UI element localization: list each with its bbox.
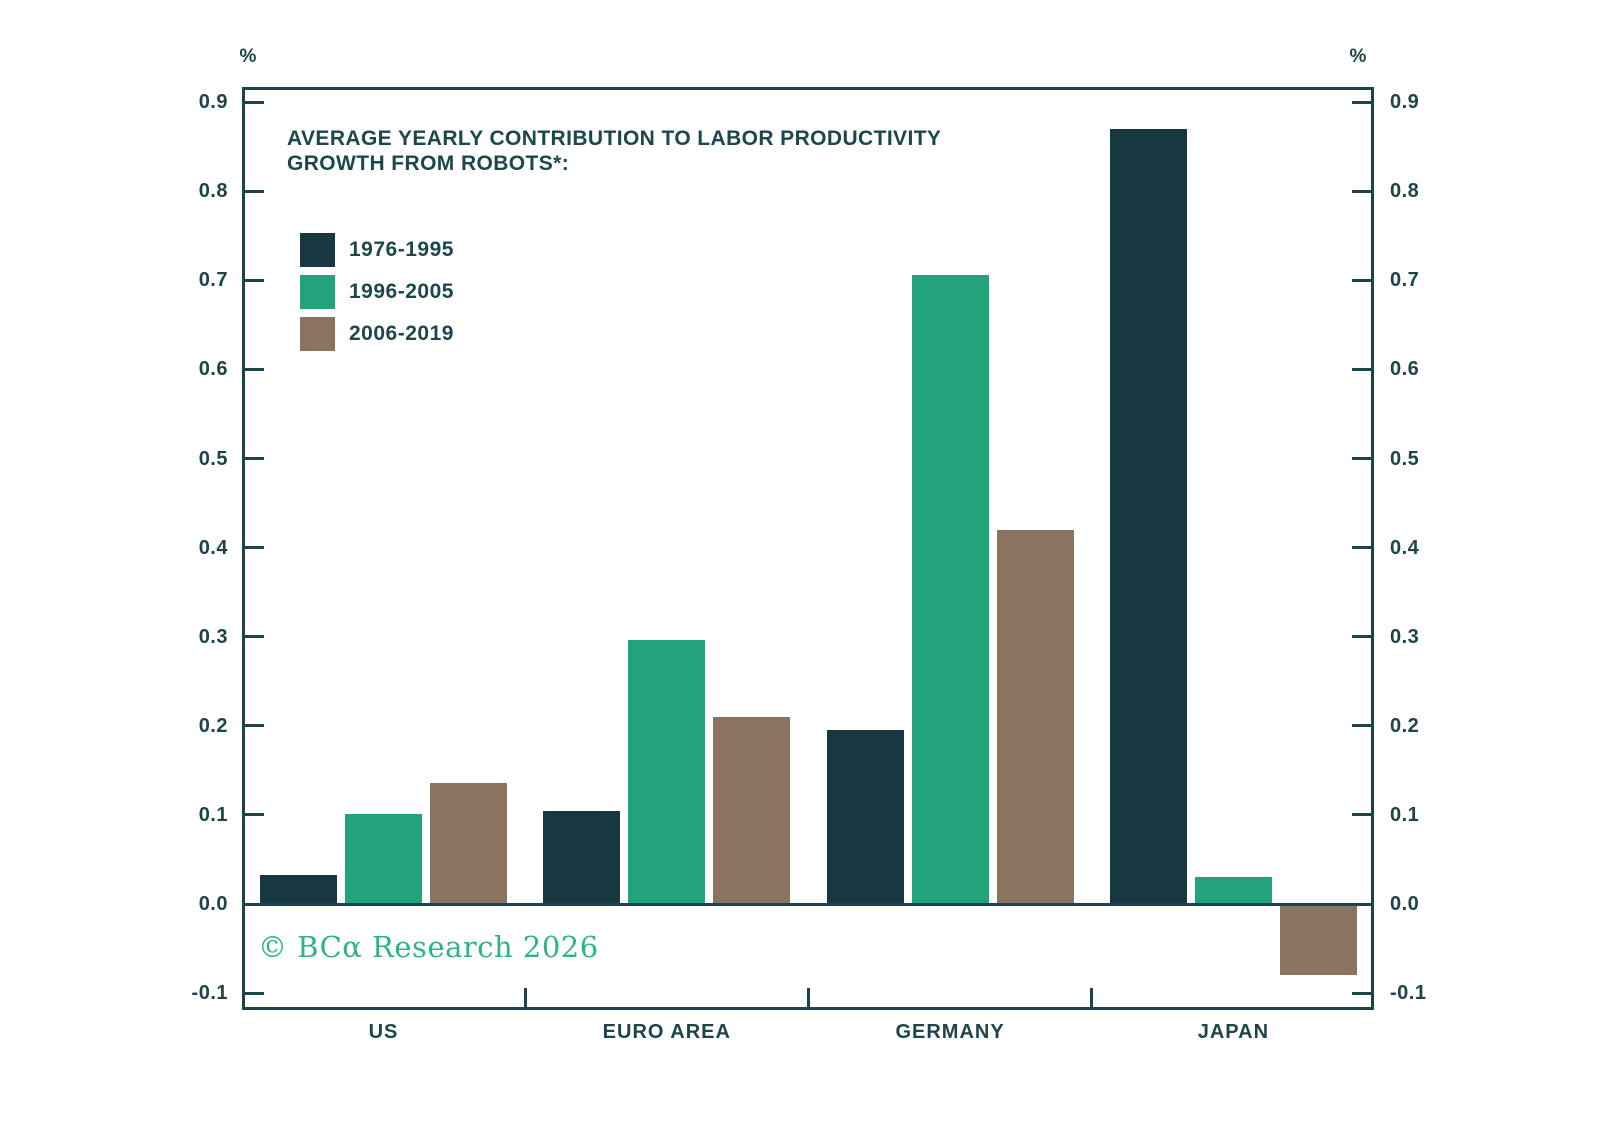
y-axis-tick-right bbox=[1352, 813, 1374, 817]
y-axis-tick-left bbox=[242, 189, 264, 193]
bar-euro-area-2006-2019 bbox=[713, 716, 791, 904]
legend-item: 1976-1995 bbox=[300, 233, 454, 267]
y-axis-label-right: 0.6 bbox=[1390, 358, 1420, 381]
y-axis-label-right: 0.2 bbox=[1390, 714, 1420, 737]
category-label-germany: GERMANY bbox=[895, 1021, 1005, 1043]
bar-japan-1996-2005 bbox=[1194, 877, 1272, 904]
bar-germany-2006-2019 bbox=[996, 529, 1074, 904]
y-axis-label-right: 0.9 bbox=[1390, 91, 1420, 114]
bar-us-2006-2019 bbox=[430, 782, 507, 904]
y-axis-tick-left bbox=[242, 546, 264, 550]
bar-japan-2006-2019 bbox=[1279, 904, 1357, 976]
y-axis-label-left: 0.1 bbox=[198, 803, 228, 826]
left-axis-unit-label: % bbox=[239, 46, 257, 67]
bar-japan-1976-1995 bbox=[1109, 128, 1187, 904]
y-axis-tick-right bbox=[1352, 278, 1374, 282]
y-axis-label-left: 0.8 bbox=[198, 180, 228, 203]
y-axis-label-right: 0.8 bbox=[1390, 180, 1420, 203]
y-axis-tick-right bbox=[1352, 635, 1374, 639]
x-axis-separator-tick bbox=[1090, 988, 1094, 1010]
y-axis-label-right: 0.3 bbox=[1390, 625, 1420, 648]
y-axis-label-left: 0.2 bbox=[198, 714, 228, 737]
y-axis-tick-left bbox=[242, 724, 264, 728]
legend-swatch-icon bbox=[300, 317, 335, 351]
y-axis-label-right: 0.5 bbox=[1390, 447, 1420, 470]
y-axis-tick-left bbox=[242, 635, 264, 639]
bar-germany-1976-1995 bbox=[826, 730, 904, 904]
y-axis-tick-left bbox=[242, 278, 264, 282]
bar-us-1996-2005 bbox=[345, 814, 422, 904]
y-axis-label-left: 0.9 bbox=[198, 91, 228, 114]
y-axis-tick-right bbox=[1352, 457, 1374, 460]
chart-title: AVERAGE YEARLY CONTRIBUTION TO LABOR PRO… bbox=[287, 126, 941, 176]
y-axis-tick-left bbox=[242, 991, 264, 995]
y-axis-tick-left bbox=[242, 813, 264, 817]
x-axis-separator-tick bbox=[523, 988, 527, 1010]
bar-euro-area-1976-1995 bbox=[543, 811, 621, 904]
y-axis-label-left: -0.1 bbox=[191, 982, 228, 1005]
y-axis-tick-right bbox=[1352, 546, 1374, 550]
y-axis-tick-right bbox=[1352, 189, 1374, 193]
legend-swatch-icon bbox=[300, 275, 335, 309]
y-axis-label-right: 0.0 bbox=[1390, 893, 1420, 915]
bar-euro-area-1996-2005 bbox=[628, 640, 706, 904]
y-axis-tick-right bbox=[1352, 991, 1374, 995]
y-axis-label-left: 0.7 bbox=[198, 269, 228, 292]
y-axis-tick-right bbox=[1352, 100, 1374, 104]
bar-germany-1996-2005 bbox=[911, 274, 989, 904]
category-label-us: US bbox=[368, 1021, 399, 1043]
chart-title-line1: AVERAGE YEARLY CONTRIBUTION TO LABOR PRO… bbox=[287, 127, 942, 150]
chart-title-line2: GROWTH FROM ROBOTS*: bbox=[287, 152, 570, 175]
y-axis-tick-left bbox=[242, 367, 264, 371]
y-axis-label-left: 0.6 bbox=[198, 358, 228, 381]
zero-line bbox=[242, 902, 1374, 906]
y-axis-label-right: 0.4 bbox=[1390, 536, 1420, 559]
x-axis-separator-tick bbox=[806, 988, 810, 1010]
y-axis-label-left: 0.5 bbox=[198, 447, 228, 470]
bar-us-1976-1995 bbox=[260, 874, 337, 904]
watermark: © BCα Research 2026 bbox=[258, 930, 599, 964]
y-axis-label-right: 0.7 bbox=[1390, 269, 1420, 292]
y-axis-label-left: 0.0 bbox=[198, 893, 228, 915]
y-axis-tick-left bbox=[242, 100, 264, 104]
y-axis-label-left: 0.4 bbox=[198, 536, 228, 559]
category-label-euro-area: EURO AREA bbox=[602, 1021, 731, 1043]
y-axis-tick-right bbox=[1352, 902, 1374, 906]
legend-label: 1976-1995 bbox=[349, 238, 454, 261]
y-axis-label-right: -0.1 bbox=[1390, 982, 1427, 1005]
y-axis-tick-left bbox=[242, 902, 264, 906]
y-axis-tick-left bbox=[242, 457, 264, 460]
legend: 1976-1995 1996-2005 2006-2019 bbox=[300, 233, 454, 359]
legend-item: 1996-2005 bbox=[300, 275, 454, 309]
y-axis-tick-right bbox=[1352, 724, 1374, 728]
y-axis-tick-right bbox=[1352, 367, 1374, 371]
right-axis-unit-label: % bbox=[1349, 46, 1367, 67]
legend-label: 2006-2019 bbox=[349, 322, 454, 345]
category-label-japan: JAPAN bbox=[1197, 1021, 1270, 1043]
legend-label: 1996-2005 bbox=[349, 280, 454, 303]
y-axis-label-right: 0.1 bbox=[1390, 803, 1420, 826]
legend-item: 2006-2019 bbox=[300, 317, 454, 351]
legend-swatch-icon bbox=[300, 233, 335, 267]
y-axis-label-left: 0.3 bbox=[198, 625, 228, 648]
